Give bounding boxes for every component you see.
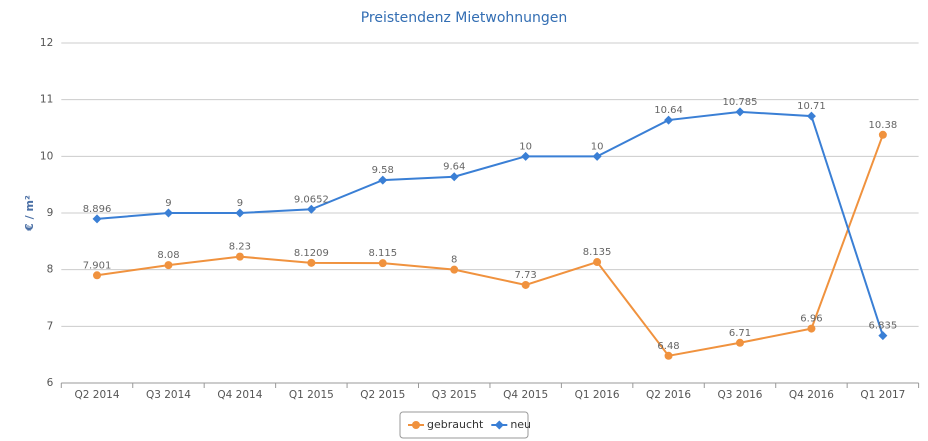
legend-box [399, 411, 529, 439]
data-label: 8.896 [83, 204, 112, 215]
data-label: 6.835 [869, 321, 898, 332]
x-tick-label: Q1 2016 [575, 389, 620, 401]
x-tick-label: Q2 2016 [646, 389, 691, 401]
data-point [878, 331, 888, 341]
data-label: 10.785 [722, 97, 757, 108]
y-tick-label: 10 [40, 150, 53, 162]
data-label: 9.0652 [294, 194, 329, 205]
x-tick-label: Q1 2015 [289, 389, 334, 401]
data-point [450, 265, 459, 274]
data-point [449, 172, 459, 182]
x-tick-label: Q4 2016 [789, 389, 834, 401]
data-label: 9.58 [372, 165, 394, 176]
data-point [93, 271, 102, 280]
data-label: 10 [519, 141, 532, 152]
legend-marker [494, 420, 504, 430]
data-label: 10.71 [797, 101, 826, 112]
x-tick-label: Q3 2014 [146, 389, 191, 401]
legend-marker [412, 421, 420, 429]
chart-title: Preistendenz Mietwohnungen [361, 10, 568, 26]
y-tick-label: 11 [40, 94, 53, 106]
data-point [307, 258, 316, 267]
x-tick-label: Q2 2014 [75, 389, 120, 401]
data-label: 8.23 [229, 242, 251, 253]
x-tick-label: Q4 2015 [503, 389, 548, 401]
data-point [306, 204, 316, 214]
data-label: 7.73 [515, 270, 537, 281]
data-point [807, 324, 816, 333]
y-axis-label: € / m² [23, 195, 36, 232]
data-point [806, 111, 816, 121]
data-point [735, 338, 744, 347]
data-label: 6.96 [800, 314, 822, 325]
x-tick-label: Q2 2015 [360, 389, 405, 401]
x-tick-label: Q1 2017 [860, 389, 905, 401]
data-label: 10 [591, 141, 604, 152]
y-tick-label: 7 [47, 320, 54, 332]
data-point [378, 259, 387, 268]
data-label: 8 [451, 255, 457, 266]
x-tick-label: Q4 2014 [217, 389, 262, 401]
data-point [735, 107, 745, 117]
data-point [163, 208, 173, 218]
y-tick-label: 6 [47, 377, 54, 389]
data-label: 6.71 [729, 328, 751, 339]
data-point [521, 280, 530, 289]
data-point [664, 115, 674, 125]
series-line [96, 134, 884, 357]
x-tick-label: Q3 2015 [432, 389, 477, 401]
data-point [521, 151, 531, 161]
data-label: 8.08 [157, 250, 179, 261]
data-point [378, 175, 388, 185]
data-label: 8.115 [368, 248, 397, 259]
y-tick-label: 12 [40, 37, 53, 49]
data-label: 10.64 [654, 105, 683, 116]
data-point [592, 151, 602, 161]
data-point [878, 130, 887, 139]
data-point [593, 258, 602, 267]
data-point [92, 214, 102, 224]
data-point [164, 261, 173, 270]
y-tick-label: 8 [47, 264, 54, 276]
data-point [235, 208, 245, 218]
x-tick-label: Q3 2016 [717, 389, 762, 401]
data-label: 7.901 [83, 260, 112, 271]
y-tick-label: 9 [47, 207, 54, 219]
legend-label[interactable]: gebraucht [427, 418, 484, 431]
data-point [664, 351, 673, 360]
series-line [96, 110, 884, 336]
legend-label[interactable]: neu [510, 418, 531, 431]
data-label: 10.38 [869, 120, 898, 131]
data-label: 9.64 [443, 162, 465, 173]
data-label: 9 [237, 198, 243, 209]
data-label: 6.48 [657, 341, 679, 352]
data-label: 8.1209 [294, 248, 329, 259]
data-label: 9 [165, 198, 171, 209]
data-label: 8.135 [583, 247, 612, 258]
data-point [235, 252, 244, 261]
